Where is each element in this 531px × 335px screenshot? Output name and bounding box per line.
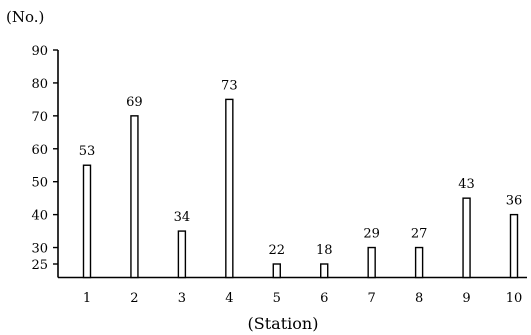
bar (272, 263, 281, 279)
x-tick-label: 1 (83, 291, 91, 306)
bar-value-label: 34 (174, 210, 191, 225)
bar-value-label: 18 (316, 243, 333, 258)
bar-value-label: 22 (269, 243, 286, 258)
x-tick-label: 3 (178, 291, 186, 306)
bar (367, 246, 376, 279)
y-tick-label: 80 (31, 77, 48, 92)
y-tick-label: 30 (31, 242, 48, 257)
bar-value-label: 73 (221, 78, 238, 93)
bar (177, 230, 187, 279)
bar (82, 164, 92, 279)
y-axis-unit-label: (No.) (6, 8, 44, 26)
x-axis-ticks: 1 2 3 4 5 6 7 8 9 10 (83, 291, 522, 306)
bar (225, 98, 234, 279)
bar (130, 115, 139, 279)
value-labels-group: 53 69 34 73 22 18 29 27 43 36 (79, 78, 523, 258)
x-tick-label: 7 (368, 291, 376, 306)
x-tick-label: 5 (273, 291, 281, 306)
x-axis-title: (Station) (248, 314, 319, 333)
x-tick-label: 6 (320, 291, 328, 306)
bar-value-label: 43 (458, 177, 475, 192)
bar (462, 197, 471, 279)
bar (509, 213, 519, 279)
y-tick-label: 90 (31, 44, 48, 59)
y-tick-label: 25 (31, 258, 48, 273)
bar (414, 246, 424, 279)
y-tick-label: 60 (31, 143, 48, 158)
bar (320, 263, 329, 279)
bar-value-label: 69 (126, 95, 143, 110)
bar-value-label: 27 (411, 227, 428, 242)
bar-value-label: 29 (363, 227, 380, 242)
x-tick-label: 8 (415, 291, 423, 306)
x-tick-label: 4 (225, 291, 233, 306)
y-tick-label: 50 (31, 176, 48, 191)
bar-value-label: 53 (79, 144, 96, 159)
x-tick-label: 9 (462, 291, 470, 306)
y-tick-label: 40 (31, 209, 48, 224)
bars-group (82, 98, 519, 279)
y-tick-label: 70 (31, 110, 48, 125)
x-tick-label: 2 (130, 291, 138, 306)
bar-value-label: 36 (506, 194, 523, 209)
x-tick-label: 10 (506, 291, 523, 306)
